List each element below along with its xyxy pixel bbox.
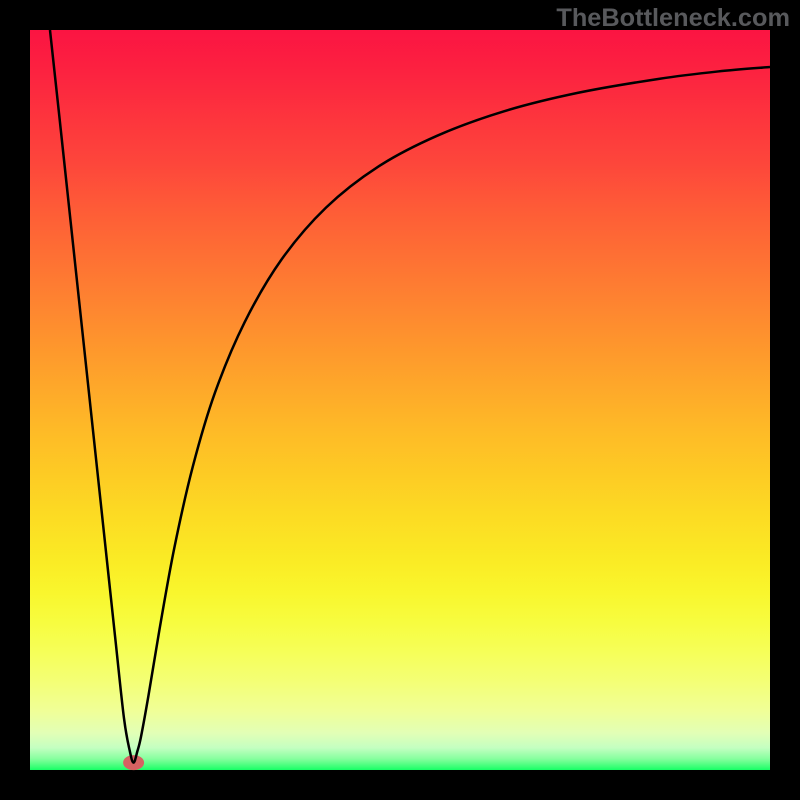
watermark-text: TheBottleneck.com: [556, 4, 790, 33]
chart-svg: [0, 0, 800, 800]
chart-gradient-background: [30, 30, 770, 770]
bottleneck-chart: TheBottleneck.com: [0, 0, 800, 800]
